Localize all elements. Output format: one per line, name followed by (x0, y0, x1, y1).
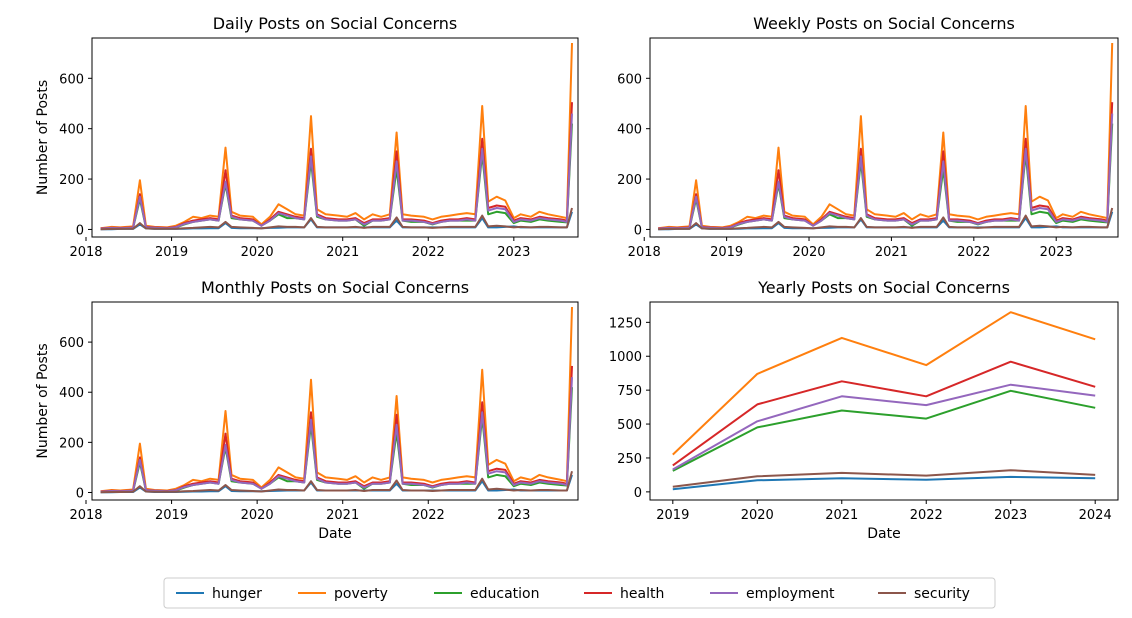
chart-3-series-employment (100, 377, 573, 493)
chart-2-series-security (658, 207, 1114, 231)
legend-label-security: security (914, 586, 970, 602)
chart-3-title: Monthly Posts on Social Concerns (201, 278, 469, 297)
legend-label-employment: employment (746, 586, 835, 602)
chart-2-y-tick-label: 600 (617, 72, 642, 87)
chart-1-series-employment (100, 113, 573, 230)
chart-1-series-security (100, 207, 573, 231)
legend: hunger poverty education health employme… (163, 577, 996, 609)
chart-3-y-tick-label: 400 (59, 386, 84, 401)
chart-4-series-education (672, 389, 1096, 472)
chart-4-x-tick-label: 2020 (741, 508, 774, 523)
chart-4-series-security (672, 469, 1096, 488)
chart-4-series-hunger (672, 475, 1096, 491)
legend-label-education: education (470, 586, 539, 602)
chart-2-title: Weekly Posts on Social Concerns (753, 14, 1015, 33)
chart-4-axes-frame (649, 301, 1119, 501)
legend-label-poverty: poverty (334, 586, 388, 602)
chart-2-axes-frame (649, 37, 1119, 238)
chart-3-x-tick-label: 2022 (412, 508, 445, 523)
chart-4-x-tick-label: 2022 (910, 508, 943, 523)
chart-2-x-tick-label: 2018 (628, 245, 661, 260)
chart-3-x-tick-label: 2021 (326, 508, 359, 523)
chart-2-x-tick-label: 2021 (875, 245, 908, 260)
chart-1-series-poverty (100, 42, 573, 230)
chart-4-x-tick-label: 2019 (656, 508, 689, 523)
chart-3-y-tick-label: 200 (59, 436, 84, 451)
chart-2-y-tick-label: 200 (617, 173, 642, 188)
chart-1-y-tick-label: 0 (76, 223, 84, 238)
chart-4-series-health (672, 360, 1096, 467)
chart-4-x-axis-label: Date (867, 526, 900, 542)
chart-2-y-tick-label: 400 (617, 123, 642, 138)
chart-1: Daily Posts on Social Concerns 2018 2019 20… (35, 14, 579, 260)
chart-3-series-poverty (100, 306, 573, 493)
chart-1-x-tick-label: 2018 (69, 245, 102, 260)
chart-2-series-poverty (658, 42, 1114, 230)
chart-3: Monthly Posts on Social Concerns 2018 2019… (35, 278, 579, 542)
legend-label-health: health (620, 586, 664, 602)
chart-4-x-tick-label: 2021 (825, 508, 858, 523)
chart-4: Yearly Posts on Social Concerns 2019 2020 2… (609, 278, 1119, 542)
chart-4-y-tick-label: 750 (617, 384, 642, 399)
chart-1-x-tick-label: 2019 (155, 245, 188, 260)
chart-4-title: Yearly Posts on Social Concerns (757, 278, 1010, 297)
chart-3-x-tick-label: 2023 (497, 508, 530, 523)
chart-2: Weekly Posts on Social Concerns 2018 2019 2… (617, 14, 1119, 260)
chart-1-y-tick-label: 400 (59, 123, 84, 138)
chart-1-x-tick-label: 2020 (241, 245, 274, 260)
chart-1-title: Daily Posts on Social Concerns (213, 14, 458, 33)
chart-2-x-tick-label: 2022 (957, 245, 990, 260)
chart-4-y-tick-label: 1000 (609, 350, 642, 365)
chart-1-y-tick-label: 600 (59, 72, 84, 87)
chart-4-series-employment (672, 383, 1096, 471)
chart-3-x-tick-label: 2019 (155, 508, 188, 523)
chart-1-y-tick-label: 200 (59, 173, 84, 188)
legend-frame (163, 577, 996, 609)
chart-4-y-tick-label: 0 (634, 486, 642, 501)
chart-3-x-tick-label: 2018 (69, 508, 102, 523)
chart-2-x-tick-label: 2023 (1040, 245, 1073, 260)
chart-3-x-tick-label: 2020 (241, 508, 274, 523)
chart-4-series-poverty (672, 311, 1096, 456)
chart-3-series-security (100, 470, 573, 494)
chart-4-x-tick-label: 2023 (994, 508, 1027, 523)
chart-2-x-tick-label: 2019 (710, 245, 743, 260)
chart-2-y-tick-label: 0 (634, 223, 642, 238)
chart-4-y-tick-label: 250 (617, 452, 642, 467)
chart-3-y-tick-label: 600 (59, 336, 84, 351)
chart-3-x-axis-label: Date (318, 526, 351, 542)
chart-1-axes-frame (91, 37, 579, 238)
chart-4-x-tick-label: 2024 (1079, 508, 1112, 523)
legend-label-hunger: hunger (212, 586, 262, 602)
chart-3-axes-frame (91, 301, 579, 501)
chart-1-x-tick-label: 2022 (412, 245, 445, 260)
chart-2-x-tick-label: 2020 (792, 245, 825, 260)
chart-1-x-tick-label: 2023 (497, 245, 530, 260)
chart-3-y-tick-label: 0 (76, 486, 84, 501)
chart-2-series-employment (658, 113, 1114, 230)
chart-3-y-axis-label: Number of Posts (35, 343, 51, 458)
chart-4-y-tick-label: 500 (617, 418, 642, 433)
chart-4-y-tick-label: 1250 (609, 316, 642, 331)
chart-1-x-tick-label: 2021 (326, 245, 359, 260)
subplot-grid: Daily Posts on Social Concerns 2018 2019 20… (35, 14, 1119, 542)
chart-1-y-axis-label: Number of Posts (35, 80, 51, 195)
